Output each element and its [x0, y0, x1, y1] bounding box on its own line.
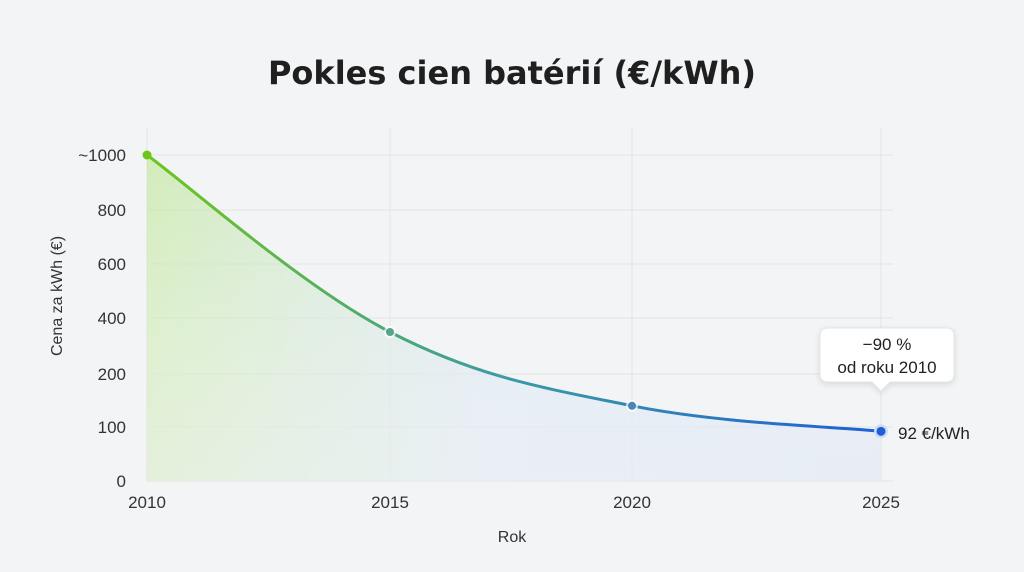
callout-box [819, 327, 955, 392]
y-tick-label: 0 [117, 472, 126, 491]
data-point [386, 328, 394, 336]
y-tick-label: 800 [98, 201, 126, 220]
data-point [142, 150, 152, 160]
y-axis-label: Cena za kWh (€) [49, 236, 66, 356]
area-fade [147, 155, 881, 481]
area-fill [147, 155, 881, 481]
y-tick-labels: 0 100 200 400 600 800 ~1000 [78, 146, 126, 491]
y-tick-label: 200 [98, 365, 126, 384]
y-tick-label: 100 [98, 418, 126, 437]
y-tick-label: 600 [98, 255, 126, 274]
x-tick-labels: 2010 2015 2020 2025 [128, 493, 900, 512]
data-point [876, 426, 886, 436]
data-point [628, 401, 636, 410]
y-tick-label: ~1000 [78, 146, 126, 165]
series-line [145, 153, 883, 433]
chart-title: Pokles cien batérií (€/kWh) [268, 54, 756, 92]
callout-line-1: −90 % [863, 335, 912, 354]
callout [819, 327, 955, 392]
x-axis-label: Rok [498, 529, 527, 546]
callout-line-2: od roku 2010 [837, 358, 936, 377]
y-tick-label: 400 [98, 309, 126, 328]
x-tick-label: 2010 [128, 493, 166, 512]
x-tick-label: 2020 [613, 493, 651, 512]
series-line-group [145, 153, 883, 433]
x-tick-label: 2025 [862, 493, 900, 512]
data-points [142, 150, 888, 439]
x-tick-label: 2015 [371, 493, 409, 512]
end-value-label: 92 €/kWh [898, 424, 970, 443]
